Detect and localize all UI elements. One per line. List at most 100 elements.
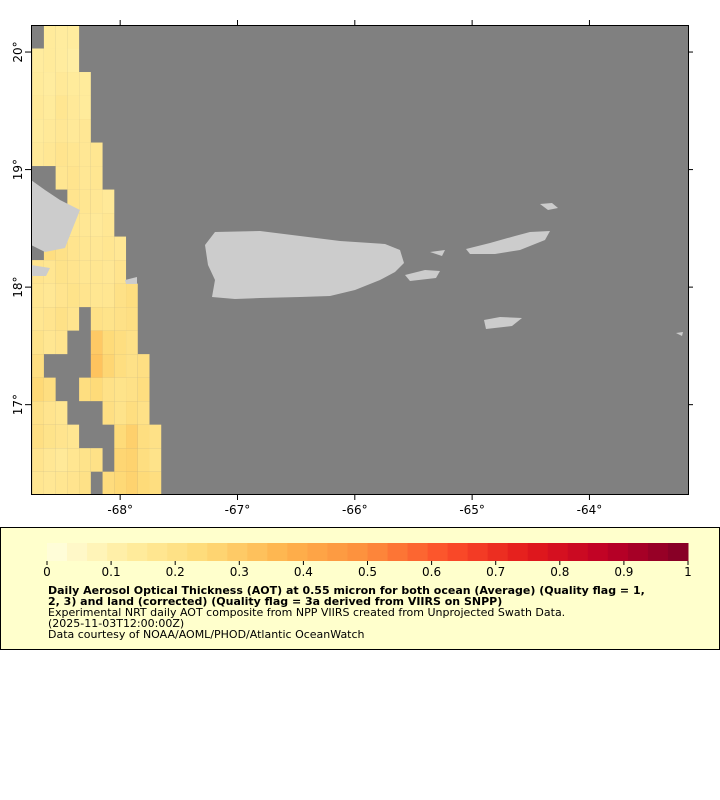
aot-cell: [32, 283, 44, 308]
aot-cell: [90, 448, 103, 472]
colorbar-swatch: [47, 543, 68, 561]
aot-cell: [102, 236, 115, 261]
colorbar-tick-label: 1: [684, 565, 692, 579]
puerto-rico: [205, 231, 404, 299]
land: [31, 180, 683, 336]
aot-cell: [55, 72, 68, 96]
legend-description-line: (2025-11-03T12:00:00Z): [48, 617, 184, 630]
island: [676, 332, 683, 336]
aot-cell: [114, 377, 127, 402]
aot-cell: [67, 72, 80, 96]
aot-cell: [149, 448, 162, 472]
aot-cell: [55, 401, 68, 425]
aot-cell: [55, 283, 68, 308]
aot-cell: [32, 48, 44, 73]
aot-cell: [43, 448, 56, 472]
legend-title-line: Daily Aerosol Optical Thickness (AOT) at…: [48, 584, 645, 597]
colorbar-tick-label: 0.1: [102, 565, 121, 579]
y-tick-label: 18°: [11, 276, 25, 297]
vieques: [405, 270, 440, 281]
aot-cell: [32, 448, 44, 472]
aot-cell: [43, 330, 56, 355]
x-tick-label: -66°: [342, 503, 368, 517]
colorbar-swatch: [627, 543, 649, 561]
aot-cell: [102, 260, 115, 284]
hispaniola: [31, 180, 80, 252]
aot-cell: [90, 330, 103, 355]
aot-cell: [67, 307, 80, 331]
colorbar-swatch: [247, 543, 268, 561]
aot-cell: [55, 119, 68, 143]
aot-cell: [43, 119, 56, 143]
aot-cell: [43, 25, 56, 49]
colorbar-tick-label: 0.6: [422, 565, 441, 579]
aot-cell: [67, 260, 80, 284]
aot-cell: [114, 236, 127, 261]
aot-cell: [79, 95, 91, 120]
aot-cell: [102, 330, 115, 355]
aot-cell: [137, 377, 150, 402]
colorbar-swatch: [107, 543, 128, 561]
aot-cell: [102, 189, 115, 214]
colorbar-tick-label: 0: [43, 565, 51, 579]
aot-cell: [102, 283, 115, 308]
aot-cell: [32, 401, 44, 425]
legend-description-line: Data courtesy of NOAA/AOML/PHOD/Atlantic…: [48, 628, 365, 641]
aot-cell: [126, 471, 138, 494]
aot-cell: [114, 424, 127, 449]
colorbar-tick-label: 0.4: [294, 565, 313, 579]
aot-cell: [90, 260, 103, 284]
aot-cell: [67, 25, 80, 49]
map-frame: [31, 25, 689, 495]
anegada: [540, 203, 558, 210]
aot-cell: [67, 424, 80, 449]
x-tick-label: -67°: [225, 503, 251, 517]
aot-cell: [43, 95, 56, 120]
aot-cell: [55, 25, 68, 49]
aot-cell: [102, 401, 115, 425]
colorbar-swatch: [147, 543, 168, 561]
colorbar-tick-label: 0.3: [230, 565, 249, 579]
aot-cell: [79, 119, 91, 143]
aot-cell: [55, 448, 68, 472]
aot-cell: [43, 424, 56, 449]
aot-cell: [67, 236, 80, 261]
aot-cell: [79, 236, 91, 261]
x-tick-label: -68°: [107, 503, 133, 517]
aot-cell: [114, 330, 127, 355]
aot-cell: [43, 72, 56, 96]
colorbar-swatch: [427, 543, 449, 561]
colorbar-swatch: [507, 543, 529, 561]
aot-cell: [90, 166, 103, 190]
aot-cell: [67, 189, 80, 214]
aot-cell: [90, 354, 103, 378]
colorbar-swatch: [607, 543, 629, 561]
aot-cell: [102, 377, 115, 402]
mona-island: [125, 277, 137, 284]
aot-cell: [126, 448, 138, 472]
aot-cell: [90, 377, 103, 402]
aot-cell: [137, 401, 150, 425]
colorbar-swatch: [667, 543, 689, 561]
colorbar-tick-label: 0.7: [486, 565, 505, 579]
aot-cell: [114, 354, 127, 378]
colorbar-swatch: [347, 543, 368, 561]
aot-cell: [137, 354, 150, 378]
aot-cell: [79, 166, 91, 190]
colorbar-tick-label: 0.8: [550, 565, 569, 579]
aot-cell: [102, 213, 115, 237]
aot-cell: [137, 448, 150, 472]
colorbar-swatch: [407, 543, 429, 561]
colorbar-swatch: [187, 543, 208, 561]
aot-cell: [126, 401, 138, 425]
colorbar-swatch: [87, 543, 108, 561]
aot-cell: [32, 119, 44, 143]
aot-cell: [67, 48, 80, 73]
aot-cell: [67, 166, 80, 190]
aot-cell: [90, 307, 103, 331]
colorbar-swatch: [367, 543, 389, 561]
aot-cell: [67, 448, 80, 472]
x-tick-label: -65°: [459, 503, 485, 517]
aot-cell: [79, 260, 91, 284]
